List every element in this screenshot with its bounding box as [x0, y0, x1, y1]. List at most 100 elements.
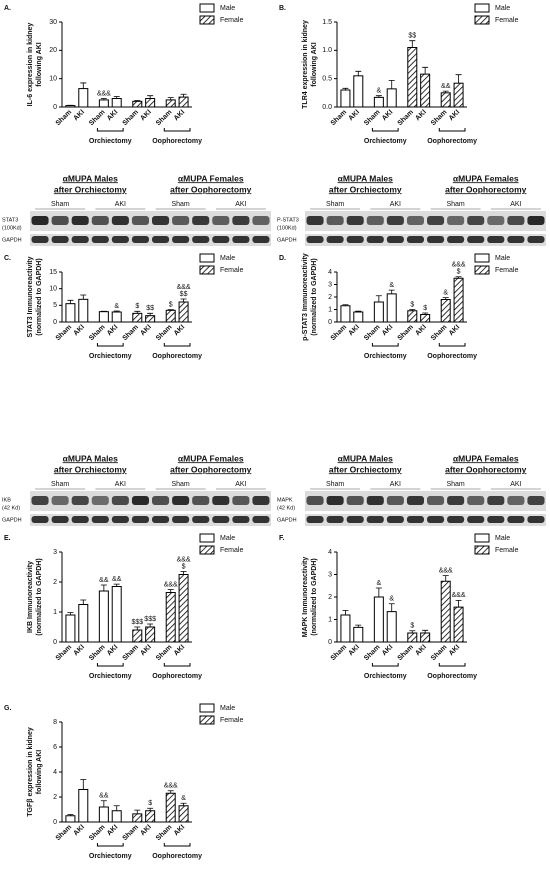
bar	[386, 611, 397, 643]
blot-band	[406, 496, 424, 505]
x-tick-label: AKI	[381, 324, 395, 338]
bar	[65, 614, 76, 643]
blot-header: αMUPA Females	[453, 173, 519, 183]
lane-label: Sham	[446, 481, 464, 488]
bar	[132, 100, 143, 108]
blot-header: αMUPA Females	[178, 453, 244, 463]
error-bar	[67, 299, 74, 304]
control-label: GAPDH	[277, 517, 297, 523]
group-bracket	[163, 843, 191, 847]
y-tick-label: 4	[328, 549, 332, 556]
blot-membrane	[305, 234, 546, 246]
x-tick-label: AKI	[448, 109, 462, 123]
annotation: &&&	[97, 90, 111, 97]
error-bar	[388, 289, 395, 294]
blot-header: after Orchiectomy	[329, 464, 402, 474]
error-bar	[147, 312, 154, 316]
blot-membrane	[305, 514, 546, 526]
x-tick-label: AKI	[381, 109, 395, 123]
group-bracket	[96, 663, 124, 667]
error-bar	[100, 98, 107, 100]
x-tick-label: Sham	[155, 324, 173, 342]
y-axis-label: IKB Immunoreactivity	[27, 561, 34, 633]
error-bar	[134, 310, 141, 314]
x-tick-label: Sham	[330, 644, 348, 662]
blot-band	[427, 516, 445, 523]
bar	[420, 632, 431, 643]
error-bar	[375, 587, 382, 597]
annotation: &&&	[452, 262, 466, 269]
legend-swatch	[199, 533, 215, 543]
bar	[178, 574, 189, 643]
x-tick-label: AKI	[139, 109, 153, 123]
x-tick-label: Sham	[122, 109, 140, 127]
bar	[420, 314, 431, 323]
blot-band	[487, 516, 505, 523]
blot-header: αMUPA Males	[338, 173, 394, 183]
y-tick-label: 15	[49, 269, 57, 276]
blot-band	[172, 516, 190, 523]
bar	[340, 614, 351, 643]
blot-band	[152, 516, 170, 523]
x-tick-label: AKI	[448, 644, 462, 658]
x-tick-label: AKI	[139, 324, 153, 338]
bar	[165, 309, 176, 323]
blot-band	[346, 216, 364, 225]
legend-label: Female	[220, 717, 243, 724]
group-label: Oophorectomy	[152, 138, 202, 145]
error-bar	[388, 603, 395, 612]
y-tick-label: 1.0	[322, 47, 332, 54]
x-tick-label: Sham	[430, 324, 448, 342]
y-tick-label: 4	[53, 769, 57, 776]
annotation: $$$	[144, 616, 156, 623]
group-label: Oophorectomy	[427, 138, 477, 145]
bar	[407, 310, 418, 323]
blot-band	[131, 496, 149, 505]
y-tick-label: 1	[328, 616, 332, 623]
x-tick-label: Sham	[363, 644, 381, 662]
lane-label: Sham	[326, 481, 344, 488]
y-axis-label: (normalized to GAPDH)	[311, 558, 318, 635]
blot-header: after Oophorectomy	[170, 184, 252, 194]
annotation: $	[135, 303, 139, 310]
blot-band	[152, 216, 170, 225]
blot-header: after Oophorectomy	[170, 464, 252, 474]
blot-band	[232, 216, 250, 225]
blot-band	[346, 516, 364, 523]
annotation: &&	[112, 576, 122, 583]
legend-swatch	[199, 715, 215, 725]
y-axis-label: p-STAT3 Immunoreactivity	[302, 253, 309, 341]
legend-label: Female	[220, 17, 243, 24]
x-tick-label: Sham	[88, 324, 106, 342]
bar	[373, 96, 384, 108]
group-label: Orchiectomy	[89, 853, 132, 860]
error-bar	[180, 571, 187, 575]
x-tick-label: AKI	[381, 644, 395, 658]
blot-band	[31, 236, 49, 243]
error-bar	[134, 809, 141, 814]
group-label: Orchiectomy	[364, 673, 407, 680]
annotation: $	[423, 305, 427, 312]
blot-header: αMUPA Females	[453, 453, 519, 463]
error-bar	[442, 297, 449, 300]
blot-band	[467, 496, 485, 505]
y-tick-label: 8	[53, 719, 57, 726]
x-tick-label: Sham	[330, 324, 348, 342]
error-bar	[355, 310, 362, 312]
blot-header: after Orchiectomy	[54, 184, 127, 194]
annotation: $$	[180, 291, 188, 298]
bar	[145, 98, 156, 108]
error-bar	[134, 100, 141, 102]
blot-band	[386, 516, 404, 523]
legend-label: Male	[220, 705, 235, 712]
annotation: $	[169, 302, 173, 309]
legend-label: Male	[495, 5, 510, 12]
lane-label: AKI	[510, 201, 521, 208]
blot-band	[31, 516, 49, 523]
y-tick-label: 3	[328, 281, 332, 288]
x-tick-label: AKI	[139, 644, 153, 658]
blot-band	[447, 236, 465, 243]
y-tick-label: 2	[328, 594, 332, 601]
blot-band	[306, 516, 324, 523]
bar	[373, 596, 384, 643]
